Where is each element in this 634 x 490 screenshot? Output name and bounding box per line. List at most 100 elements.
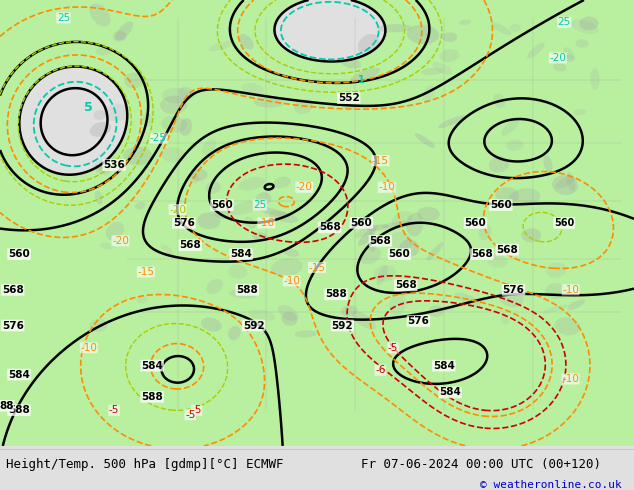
Ellipse shape	[229, 201, 259, 215]
Text: -20: -20	[296, 182, 313, 192]
Ellipse shape	[521, 228, 541, 243]
Ellipse shape	[564, 54, 575, 62]
Text: -5: -5	[185, 410, 195, 420]
Ellipse shape	[239, 34, 254, 49]
Ellipse shape	[415, 133, 435, 148]
Text: -15: -15	[309, 263, 325, 272]
Text: Height/Temp. 500 hPa [gdmp][°C] ECMWF: Height/Temp. 500 hPa [gdmp][°C] ECMWF	[6, 458, 284, 471]
Ellipse shape	[545, 283, 567, 299]
Ellipse shape	[136, 296, 148, 303]
Text: 25: 25	[57, 13, 70, 23]
Ellipse shape	[179, 118, 192, 136]
Ellipse shape	[368, 232, 376, 252]
Ellipse shape	[228, 265, 247, 279]
Ellipse shape	[377, 265, 388, 285]
Text: 576: 576	[173, 218, 195, 228]
Text: 560: 560	[554, 218, 574, 228]
Ellipse shape	[373, 265, 396, 282]
Ellipse shape	[213, 207, 230, 219]
Text: -20: -20	[112, 236, 129, 246]
Ellipse shape	[89, 122, 111, 137]
Ellipse shape	[444, 306, 455, 311]
Ellipse shape	[359, 247, 381, 264]
Ellipse shape	[509, 188, 540, 206]
Ellipse shape	[455, 293, 481, 306]
Ellipse shape	[268, 211, 298, 222]
Text: 576: 576	[2, 320, 23, 331]
Ellipse shape	[352, 311, 376, 330]
Ellipse shape	[201, 318, 222, 332]
Text: 592: 592	[243, 320, 264, 331]
Ellipse shape	[496, 187, 519, 203]
Ellipse shape	[377, 24, 412, 32]
Ellipse shape	[257, 207, 290, 217]
Text: 560: 560	[389, 249, 410, 259]
Ellipse shape	[427, 242, 444, 261]
Ellipse shape	[113, 31, 127, 42]
Ellipse shape	[552, 175, 578, 195]
Ellipse shape	[459, 20, 471, 25]
Ellipse shape	[487, 255, 507, 268]
Ellipse shape	[555, 176, 574, 189]
Ellipse shape	[295, 330, 316, 338]
Text: -5: -5	[109, 405, 119, 415]
Ellipse shape	[93, 110, 106, 120]
Ellipse shape	[417, 207, 439, 221]
Ellipse shape	[341, 305, 358, 317]
Ellipse shape	[161, 116, 187, 132]
Ellipse shape	[135, 202, 145, 210]
Ellipse shape	[341, 58, 361, 69]
Ellipse shape	[564, 47, 574, 59]
Ellipse shape	[392, 211, 412, 228]
Text: 588: 588	[141, 392, 163, 402]
Text: 560: 560	[490, 200, 512, 210]
Text: 568: 568	[496, 245, 518, 255]
Ellipse shape	[499, 288, 524, 307]
Ellipse shape	[123, 147, 152, 165]
Text: Fr 07-06-2024 00:00 UTC (00+120): Fr 07-06-2024 00:00 UTC (00+120)	[361, 458, 602, 471]
Ellipse shape	[244, 217, 256, 229]
Ellipse shape	[506, 140, 524, 151]
Ellipse shape	[493, 94, 505, 108]
Ellipse shape	[406, 213, 424, 237]
Ellipse shape	[546, 263, 566, 278]
Ellipse shape	[390, 232, 413, 250]
Ellipse shape	[579, 17, 598, 30]
Ellipse shape	[209, 41, 233, 51]
Text: 584: 584	[230, 249, 252, 259]
Ellipse shape	[294, 99, 313, 114]
Ellipse shape	[573, 109, 586, 116]
Text: 560: 560	[465, 218, 486, 228]
Ellipse shape	[229, 290, 257, 298]
Ellipse shape	[422, 85, 435, 102]
Text: © weatheronline.co.uk: © weatheronline.co.uk	[479, 480, 621, 490]
Ellipse shape	[354, 225, 378, 238]
Ellipse shape	[205, 181, 221, 194]
Ellipse shape	[249, 310, 275, 320]
Ellipse shape	[161, 245, 174, 255]
Ellipse shape	[543, 155, 553, 172]
Ellipse shape	[555, 317, 580, 336]
Ellipse shape	[567, 299, 585, 310]
Ellipse shape	[501, 315, 509, 325]
Ellipse shape	[94, 157, 119, 170]
Text: -20: -20	[169, 204, 186, 215]
Ellipse shape	[190, 169, 207, 181]
Text: 25: 25	[558, 17, 571, 27]
Text: 584: 584	[439, 388, 461, 397]
Ellipse shape	[339, 95, 359, 109]
Ellipse shape	[228, 326, 241, 340]
Ellipse shape	[437, 115, 465, 128]
Text: -15: -15	[138, 267, 154, 277]
Text: -10: -10	[562, 374, 579, 384]
Text: 88: 88	[0, 401, 13, 411]
Text: 568: 568	[395, 280, 417, 291]
Text: 588: 588	[236, 285, 258, 295]
Ellipse shape	[238, 177, 265, 191]
Ellipse shape	[590, 69, 600, 90]
Ellipse shape	[440, 49, 460, 62]
Text: 576: 576	[503, 285, 524, 295]
Text: 588: 588	[325, 289, 347, 299]
Ellipse shape	[96, 48, 110, 55]
Ellipse shape	[124, 73, 143, 88]
